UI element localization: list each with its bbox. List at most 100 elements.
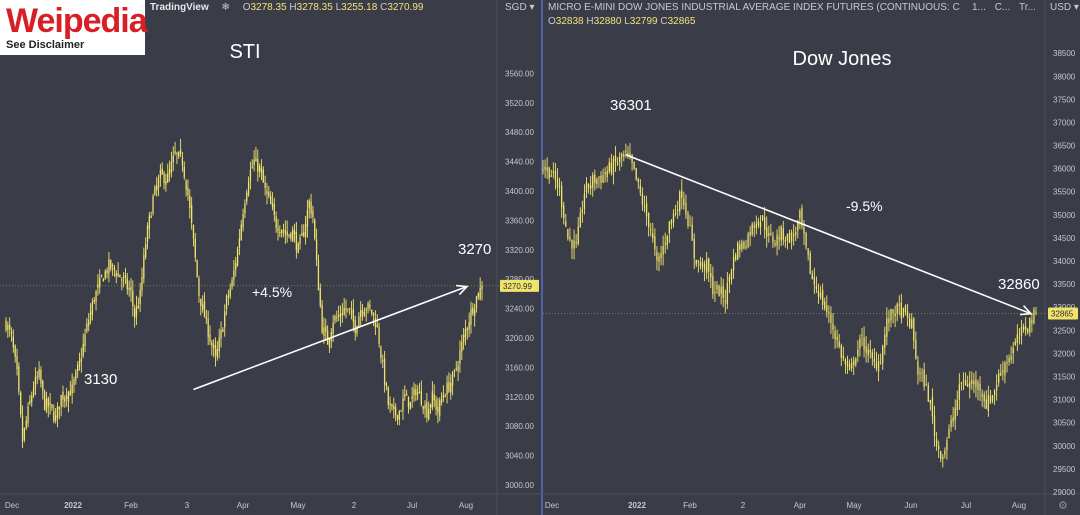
candle-body — [222, 329, 224, 332]
candle-body — [130, 287, 132, 291]
candle-body — [189, 195, 191, 208]
right-extra-1[interactable]: C... — [994, 2, 1011, 13]
candle-body — [284, 230, 287, 234]
y-tick-label: 3160.00 — [505, 363, 534, 372]
candle-body — [689, 225, 691, 227]
last-price-label: 3270.99 — [503, 282, 532, 291]
candle-body — [332, 323, 334, 334]
candle-body — [163, 173, 165, 184]
candle-body — [672, 213, 675, 223]
candle-body — [834, 330, 836, 340]
candle-body — [12, 336, 15, 348]
candle-body — [479, 287, 481, 299]
candle-body — [435, 399, 437, 410]
trend-start-label: 36301 — [610, 97, 652, 114]
candle-body — [196, 260, 198, 277]
candle-body — [944, 450, 946, 455]
candle-body — [95, 290, 97, 302]
candle-body — [720, 286, 722, 294]
candle-body — [710, 273, 712, 278]
candle-body — [927, 385, 929, 402]
candle-body — [722, 285, 724, 298]
candle-body — [201, 303, 204, 310]
candle-body — [156, 185, 158, 191]
ohlc-close-label: C — [380, 2, 388, 13]
candle-body — [154, 186, 156, 195]
candle-body — [334, 316, 336, 321]
x-tick-label: Dec — [5, 501, 19, 510]
ohlc-high-label: H — [289, 2, 297, 13]
candle-body — [9, 324, 11, 330]
candle-body — [244, 203, 246, 214]
candle-body — [53, 411, 55, 421]
candle-body — [200, 298, 202, 307]
candle-body — [670, 219, 673, 225]
candle-body — [753, 225, 755, 228]
candle-body — [106, 270, 108, 274]
right-extra-2[interactable]: Tr... — [1019, 2, 1036, 13]
candle-body — [301, 233, 303, 236]
candle-body — [167, 173, 169, 183]
candle-body — [428, 408, 430, 420]
candle-body — [625, 150, 627, 152]
candle-body — [998, 373, 1000, 383]
candle-body — [336, 317, 338, 319]
candle-body — [979, 383, 981, 391]
trend-change-label: +4.5% — [252, 284, 292, 300]
candle-body — [560, 185, 563, 208]
candle-body — [935, 438, 938, 447]
candle-body — [213, 344, 215, 348]
candle-body — [18, 366, 20, 392]
candle-body — [693, 238, 695, 259]
y-tick-label: 37500 — [1053, 95, 1076, 104]
candle-body — [544, 166, 546, 170]
candle-body — [391, 403, 393, 407]
candle-body — [950, 419, 952, 428]
candle-body — [954, 408, 956, 420]
gear-icon[interactable]: ⚙ — [1058, 500, 1068, 512]
candle-body — [608, 162, 610, 172]
candle-body — [1031, 320, 1033, 324]
candle-body — [148, 215, 151, 229]
candle-body — [477, 293, 479, 298]
candle-body — [660, 253, 662, 259]
right-currency-menu[interactable]: USD ▾ — [1050, 0, 1080, 16]
last-price-label: 32865 — [1051, 309, 1074, 318]
candle-body — [168, 169, 171, 175]
candle-body — [699, 262, 702, 267]
candle-body — [577, 226, 579, 245]
candle-body — [621, 153, 623, 158]
candle-body — [310, 201, 312, 214]
candle-body — [550, 175, 552, 177]
candle-body — [77, 365, 79, 372]
candle-body — [902, 308, 905, 317]
left-currency-menu[interactable]: SGD ▾ — [505, 0, 541, 16]
right-legend-extra: 1... C... Tr... — [972, 0, 1044, 16]
candle-body — [424, 404, 426, 409]
candle-body — [948, 429, 950, 439]
candle-body — [437, 406, 439, 413]
candle-body — [919, 372, 921, 374]
right-symbol-title[interactable]: MICRO E-MINI DOW JONES INDUSTRIAL AVERAG… — [548, 2, 960, 13]
candle-body — [145, 243, 147, 258]
candle-body — [198, 277, 200, 296]
candle-body — [801, 207, 803, 227]
candle-body — [462, 335, 465, 343]
logo: Weipedia See Disclaimer — [0, 0, 148, 55]
candle-body — [795, 232, 797, 235]
candle-body — [741, 242, 743, 250]
candle-body — [1022, 326, 1025, 330]
candle-body — [546, 167, 548, 171]
candle-body — [788, 232, 791, 243]
candle-body — [75, 371, 77, 381]
candle-body — [674, 212, 677, 214]
candle-body — [128, 287, 130, 290]
candle-body — [656, 251, 658, 261]
candle-body — [768, 233, 770, 236]
tradingview-brand[interactable]: TradingView — [150, 2, 209, 13]
candle-body — [647, 213, 650, 228]
right-interval[interactable]: 1... — [972, 2, 986, 13]
candle-body — [323, 327, 325, 336]
candle-body — [821, 290, 824, 305]
candle-body — [701, 261, 704, 268]
